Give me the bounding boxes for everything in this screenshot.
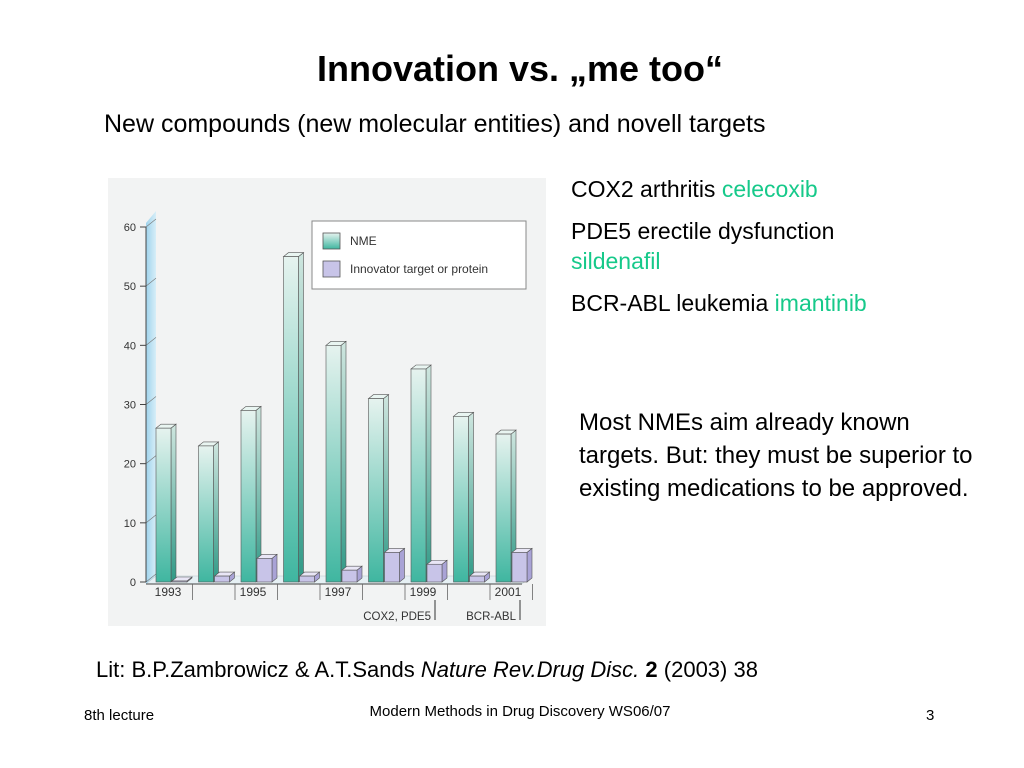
x-tick-label-2001: 2001 bbox=[495, 585, 522, 599]
innovator-bar-1995 bbox=[256, 558, 273, 583]
y-tick-label: 0 bbox=[130, 577, 136, 589]
notes-list: COX2 arthritis celecoxib PDE5 erectile d… bbox=[571, 174, 1001, 330]
y-gridline bbox=[145, 396, 157, 405]
legend-swatch-1 bbox=[322, 260, 341, 278]
bar-chart: 0 10 20 30 40 50 60 1993 1995 1997 1999 2001 COX2, P… bbox=[108, 178, 546, 626]
note-text: PDE5 erectile dysfunction bbox=[571, 218, 835, 244]
y-gridline bbox=[145, 514, 157, 524]
note-text: COX2 arthritis bbox=[571, 176, 722, 202]
note-text: BCR-ABL leukemia bbox=[571, 290, 775, 316]
nme-bar-2001 bbox=[495, 433, 512, 583]
lit-journal: Nature Rev.Drug Disc. bbox=[420, 657, 640, 682]
innovator-bar-1998-side bbox=[399, 547, 405, 583]
slide-title: Innovation vs. „me too“ bbox=[316, 48, 724, 89]
nme-bar-1998 bbox=[368, 398, 384, 583]
nme-bar-1997-side bbox=[340, 340, 347, 583]
legend-swatch-0 bbox=[322, 232, 341, 250]
drug-name: imantinib bbox=[774, 290, 867, 316]
lit-prefix: Lit: B.P.Zambrowicz & A.T.Sands bbox=[96, 657, 421, 682]
drug-name: sildenafil bbox=[571, 248, 661, 274]
note-cox2: COX2 arthritis celecoxib bbox=[571, 174, 1001, 204]
annotation-label: COX2, PDE5 bbox=[363, 611, 431, 623]
nme-bar-1997 bbox=[325, 345, 342, 583]
slide-subtitle: New compounds (new molecular entities) a… bbox=[104, 110, 766, 138]
nme-bar-1996-side bbox=[298, 251, 304, 583]
x-tick-label-1997: 1997 bbox=[325, 585, 352, 599]
nme-bar-2000-side bbox=[468, 411, 474, 583]
innovator-bar-2001 bbox=[511, 552, 528, 583]
bar-chart-svg: 0 10 20 30 40 50 60 1993 1995 1997 1999 2001 COX2, P… bbox=[124, 211, 533, 623]
innovator-bar-1998 bbox=[384, 552, 400, 583]
legend-box bbox=[311, 220, 527, 290]
y-tick-label: 20 bbox=[124, 459, 136, 471]
nme-bar-1994 bbox=[198, 445, 214, 583]
x-tick-label-1999: 1999 bbox=[410, 585, 437, 599]
legend-label-0: NME bbox=[350, 234, 377, 248]
y-tick-label: 60 bbox=[124, 222, 136, 234]
innovator-bar-1996 bbox=[299, 575, 315, 583]
note-bcr-abl: BCR-ABL leukemia imantinib bbox=[571, 288, 1001, 318]
x-tick-label-1993: 1993 bbox=[155, 585, 182, 599]
nme-bar-1993 bbox=[155, 427, 172, 583]
footer-page-number: 3 bbox=[926, 707, 935, 724]
y-tick-label: 10 bbox=[124, 518, 136, 530]
drug-name: celecoxib bbox=[721, 176, 818, 202]
footer-course: Modern Methods in Drug Discovery WS06/07 bbox=[369, 703, 671, 720]
y-gridline bbox=[145, 277, 157, 287]
footer-lecture: 8th lecture bbox=[84, 707, 155, 724]
y-gridline bbox=[145, 455, 157, 464]
nme-bar-1993-side bbox=[170, 423, 177, 583]
y-gridline bbox=[145, 218, 157, 228]
innovator-bar-2001-side bbox=[526, 547, 533, 583]
y-tick-label: 50 bbox=[124, 281, 136, 293]
legend-label-1: Innovator target or protein bbox=[350, 262, 488, 276]
summary-paragraph: Most NMEs aim already known targets. But… bbox=[579, 409, 973, 502]
x-tick-label-1995: 1995 bbox=[240, 585, 267, 599]
nme-bar-1999-side bbox=[425, 364, 432, 583]
annotation-label: BCR-ABL bbox=[466, 611, 516, 623]
innovator-bar-1997 bbox=[341, 569, 358, 583]
innovator-bar-1994 bbox=[214, 575, 230, 583]
innovator-bar-1999 bbox=[426, 563, 443, 583]
lit-suffix: (2003) 38 bbox=[657, 657, 758, 682]
nme-bar-1995 bbox=[240, 410, 257, 583]
innovator-bar-2000 bbox=[469, 575, 485, 583]
y-gridline bbox=[145, 337, 157, 346]
nme-bar-1994-side bbox=[213, 441, 219, 583]
lit-volume: 2 bbox=[645, 657, 658, 682]
nme-bar-1999 bbox=[410, 368, 427, 583]
chart-left-wall bbox=[146, 211, 156, 584]
literature-reference: Lit: B.P.Zambrowicz & A.T.Sands Nature R… bbox=[96, 657, 758, 683]
note-pde5: PDE5 erectile dysfunction sildenafil bbox=[571, 216, 1001, 276]
innovator-bar-1993 bbox=[171, 580, 188, 583]
nme-bar-2000 bbox=[453, 416, 469, 583]
y-tick-label: 30 bbox=[124, 400, 136, 412]
innovator-bar-1995-side bbox=[271, 553, 278, 583]
y-gridline bbox=[145, 573, 157, 583]
y-tick-label: 40 bbox=[124, 340, 136, 352]
nme-bar-1996 bbox=[283, 256, 299, 583]
